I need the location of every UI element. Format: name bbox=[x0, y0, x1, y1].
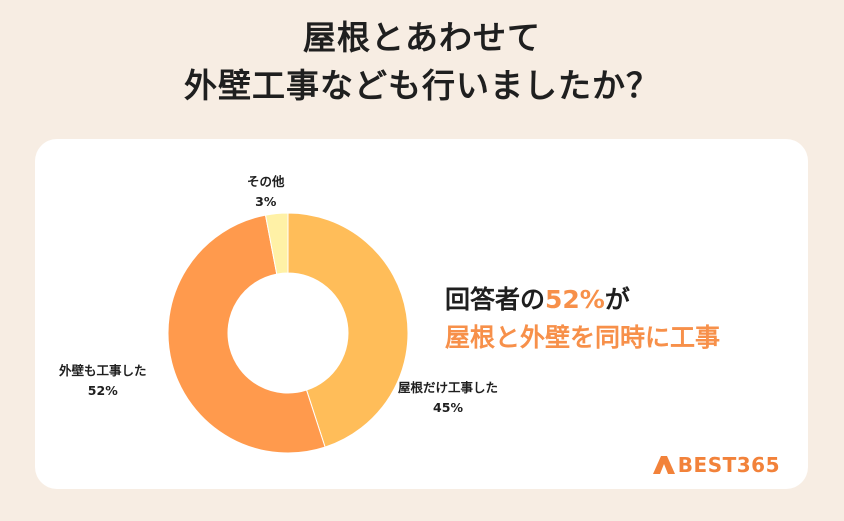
headline-prefix: 回答者の bbox=[445, 285, 546, 314]
title-line-2: 外壁工事なども行いましたか？ bbox=[184, 66, 660, 105]
title-line-1: 屋根とあわせて bbox=[303, 18, 541, 57]
slice-label-other: その他 3% bbox=[247, 172, 285, 212]
donut-slice-roof-only bbox=[287, 212, 409, 448]
slice-value-wall-also: 52% bbox=[87, 383, 118, 398]
donut-slice-wall-also bbox=[167, 214, 326, 454]
donut-slice-other bbox=[264, 212, 289, 275]
slice-value-other: 3% bbox=[255, 194, 277, 209]
chart-title: 屋根とあわせて 外壁工事なども行いましたか？ bbox=[0, 14, 844, 110]
best365-logo: BEST365 bbox=[652, 453, 780, 477]
donut-chart bbox=[167, 212, 409, 454]
headline: 回答者の52%が 屋根と外壁を同時に工事 bbox=[445, 281, 720, 357]
slice-name-other: その他 bbox=[247, 174, 285, 189]
slice-value-roof-only: 45% bbox=[433, 400, 463, 415]
slice-name-roof-only: 屋根だけ工事した bbox=[398, 380, 499, 395]
headline-suffix: が bbox=[604, 285, 630, 314]
slice-label-roof-only: 屋根だけ工事した 45% bbox=[398, 378, 498, 418]
headline-highlight: 52% bbox=[545, 285, 605, 314]
headline-line-2: 屋根と外壁を同時に工事 bbox=[445, 323, 721, 352]
slice-label-wall-also: 外壁も工事した 52% bbox=[59, 361, 147, 401]
chart-card: 屋根だけ工事した 45% 外壁も工事した 52% その他 3% 回答者の52%が… bbox=[35, 139, 808, 489]
headline-line-1: 回答者の52%が bbox=[445, 281, 720, 319]
logo-mark-icon bbox=[652, 456, 675, 474]
slice-name-wall-also: 外壁も工事した bbox=[59, 363, 147, 378]
logo-text: BEST365 bbox=[677, 453, 780, 477]
